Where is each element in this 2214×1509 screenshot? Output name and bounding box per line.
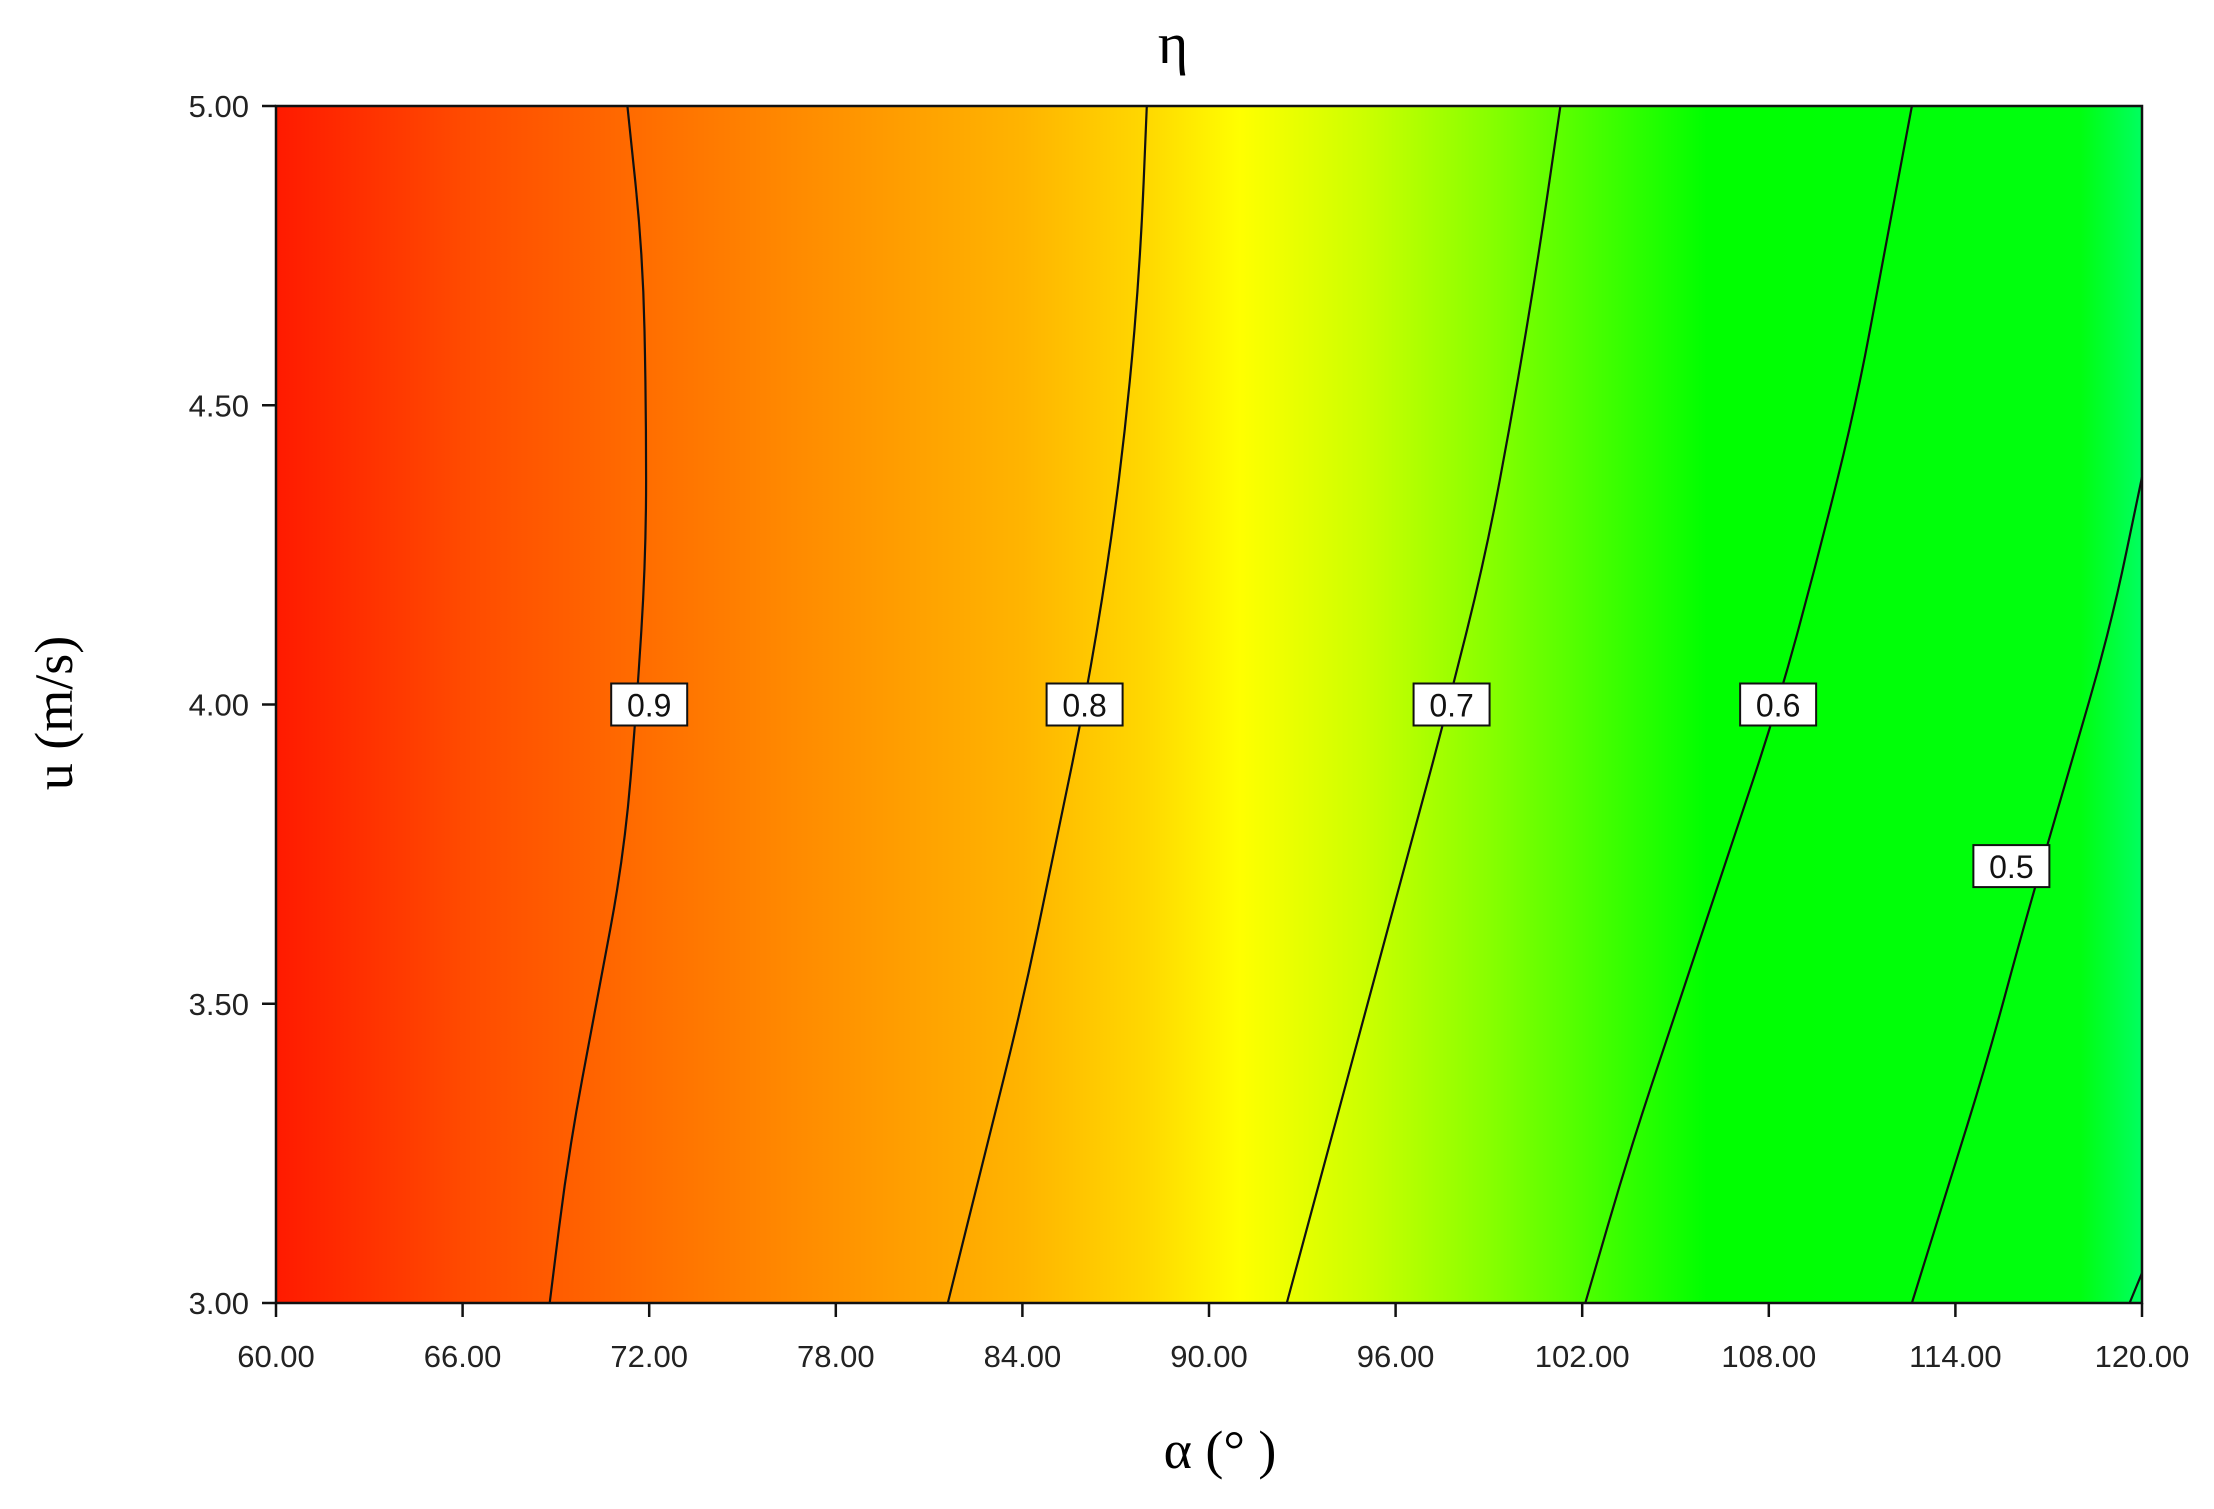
y-tick-label: 4.50	[189, 388, 249, 423]
contour-line-0.5	[1910, 476, 2144, 1304]
x-tick-label: 120.00	[2095, 1339, 2190, 1374]
y-tick-label: 3.00	[189, 1286, 249, 1321]
x-tick-label: 78.00	[797, 1339, 875, 1374]
contour-label-box	[1045, 682, 1124, 727]
x-axis-label: α (° )	[1164, 1420, 1277, 1480]
x-tick-label: 108.00	[1721, 1339, 1816, 1374]
contour-label-text: 0.5	[1989, 849, 2033, 885]
contour-label-0.6: 0.6	[1739, 682, 1818, 727]
contour-label-0.9: 0.9	[610, 682, 689, 727]
contour-label-0.5: 0.5	[1972, 844, 2051, 889]
x-tick-label: 72.00	[610, 1339, 688, 1374]
x-tick-label: 90.00	[1170, 1339, 1248, 1374]
x-tick-label: 102.00	[1535, 1339, 1630, 1374]
x-tick-label: 96.00	[1357, 1339, 1435, 1374]
contour-labels: 0.9 0.8 0.7 0.6 0.5	[610, 682, 2051, 889]
plot-area	[276, 106, 2142, 1303]
contour-label-box	[1972, 844, 2051, 889]
contour-label-text: 0.9	[627, 688, 671, 724]
contour-label-0.7: 0.7	[1412, 682, 1491, 727]
y-tick-label: 4.00	[189, 688, 249, 723]
contour-label-box	[1412, 682, 1491, 727]
axes: 60.00 66.00 72.00 78.00 84.00 90.00 96.00 102.0…	[189, 89, 2190, 1374]
y-axis-label: u (m/s)	[24, 636, 84, 791]
heatmap-fill	[276, 106, 2142, 1303]
contour-label-text: 0.6	[1756, 688, 1800, 724]
x-tick-label: 114.00	[1909, 1339, 2002, 1374]
y-tick-label: 5.00	[189, 89, 249, 124]
contour-label-box	[1739, 682, 1818, 727]
x-tick-label: 60.00	[237, 1339, 315, 1374]
x-tick-label: 66.00	[424, 1339, 502, 1374]
contour-label-text: 0.7	[1429, 688, 1473, 724]
contour-line-extra-5	[2128, 1272, 2144, 1304]
contour-label-0.8: 0.8	[1045, 682, 1124, 727]
x-tick-label: 84.00	[984, 1339, 1062, 1374]
y-tick-label: 3.50	[189, 987, 249, 1022]
chart-title: η	[1158, 11, 1188, 76]
contour-label-text: 0.8	[1062, 688, 1106, 724]
contour-label-box	[610, 682, 689, 727]
